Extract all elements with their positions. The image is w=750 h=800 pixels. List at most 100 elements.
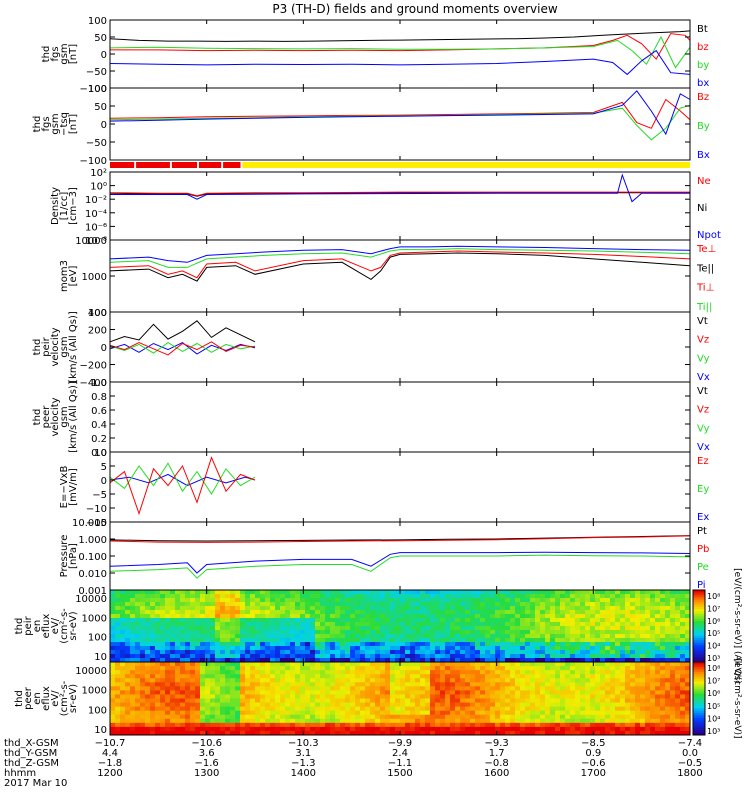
heatmap-cell (345, 710, 351, 716)
heatmap-cell (360, 626, 366, 631)
ylabel-line: peir (23, 615, 34, 635)
heatmap-cell (420, 602, 426, 607)
heatmap-cell (390, 590, 396, 595)
heatmap-cell (535, 602, 541, 607)
heatmap-cell (675, 710, 681, 716)
heatmap-cell (525, 678, 531, 683)
heatmap-cell (615, 646, 621, 651)
heatmap-cell (450, 594, 456, 599)
heatmap-cell (210, 602, 216, 607)
heatmap-cell (245, 702, 251, 708)
heatmap-cell (640, 594, 646, 599)
heatmap-cell (505, 726, 511, 732)
heatmap-cell (550, 670, 556, 675)
heatmap-cell (470, 638, 476, 643)
heatmap-cell (460, 674, 466, 679)
heatmap-cell (485, 702, 491, 708)
heatmap-cell (215, 642, 221, 647)
x-tick-value: 0.9 (585, 748, 601, 759)
heatmap-cell (500, 606, 506, 611)
ylabel-line: eV/ (50, 617, 61, 634)
heatmap-cell (345, 654, 351, 659)
heatmap-cell (685, 730, 691, 736)
heatmap-cell (480, 666, 486, 671)
heatmap-cell (445, 622, 451, 627)
heatmap-cell (225, 594, 231, 599)
heatmap-cell (390, 594, 396, 599)
heatmap-cell (465, 634, 471, 639)
heatmap-cell (315, 702, 321, 708)
heatmap-cell (300, 706, 306, 712)
heatmap-cell (390, 638, 396, 643)
heatmap-cell (275, 666, 281, 671)
heatmap-cell (655, 622, 661, 627)
heatmap-cell (455, 714, 461, 720)
heatmap-cell (570, 606, 576, 611)
heatmap-cell (435, 690, 441, 695)
heatmap-cell (460, 618, 466, 623)
heatmap-cell (440, 610, 446, 615)
heatmap-cell (355, 694, 361, 699)
heatmap-cell (345, 714, 351, 720)
heatmap-cell (310, 702, 316, 708)
heatmap-cell (485, 686, 491, 691)
heatmap-cell (150, 594, 156, 599)
x-tick-value: 3.6 (199, 748, 215, 759)
heatmap-cell (450, 654, 456, 659)
heatmap-cell (495, 662, 501, 667)
heatmap-cell (660, 722, 666, 728)
heatmap-cell (605, 714, 611, 720)
heatmap-cell (585, 682, 591, 687)
heatmap-cell (255, 702, 261, 708)
heatmap-cell (295, 678, 301, 683)
heatmap-cell (445, 638, 451, 643)
heatmap-cell (620, 670, 626, 675)
heatmap-cell (535, 654, 541, 659)
heatmap-cell (555, 598, 561, 603)
heatmap-cell (340, 590, 346, 595)
heatmap-cell (345, 590, 351, 595)
heatmap-cell (215, 630, 221, 635)
heatmap-cell (375, 638, 381, 643)
heatmap-cell (650, 662, 656, 667)
heatmap-cell (405, 698, 411, 703)
heatmap-cell (465, 602, 471, 607)
heatmap-cell (525, 638, 531, 643)
heatmap-cell (330, 618, 336, 623)
heatmap-cell (460, 718, 466, 724)
heatmap-cell (405, 706, 411, 712)
heatmap-cell (265, 598, 271, 603)
heatmap-cell (140, 638, 146, 643)
heatmap-cell (520, 626, 526, 631)
heatmap-cell (325, 630, 331, 635)
heatmap-cell (255, 622, 261, 627)
heatmap-cell (380, 646, 386, 651)
heatmap-cell (110, 682, 116, 687)
heatmap-cell (435, 638, 441, 643)
heatmap-cell (510, 638, 516, 643)
heatmap-cell (270, 598, 276, 603)
heatmap-cell (480, 630, 486, 635)
heatmap-cell (590, 690, 596, 695)
heatmap-cell (500, 714, 506, 720)
heatmap-cell (305, 622, 311, 627)
heatmap-cell (530, 626, 536, 631)
heatmap-cell (500, 694, 506, 699)
heatmap-cell (275, 618, 281, 623)
heatmap-cell (215, 706, 221, 712)
heatmap-cell (340, 646, 346, 651)
heatmap-cell (640, 718, 646, 724)
ytick-label: 0.0 (91, 448, 107, 459)
heatmap-cell (290, 710, 296, 716)
heatmap-cell (330, 714, 336, 720)
heatmap-cell (280, 686, 286, 691)
heatmap-cell (135, 690, 141, 695)
heatmap-cell (170, 622, 176, 627)
heatmap-cell (455, 594, 461, 599)
heatmap-cell (570, 722, 576, 728)
heatmap-cell (660, 674, 666, 679)
heatmap-cell (255, 678, 261, 683)
heatmap-cell (405, 618, 411, 623)
heatmap-cell (315, 682, 321, 687)
